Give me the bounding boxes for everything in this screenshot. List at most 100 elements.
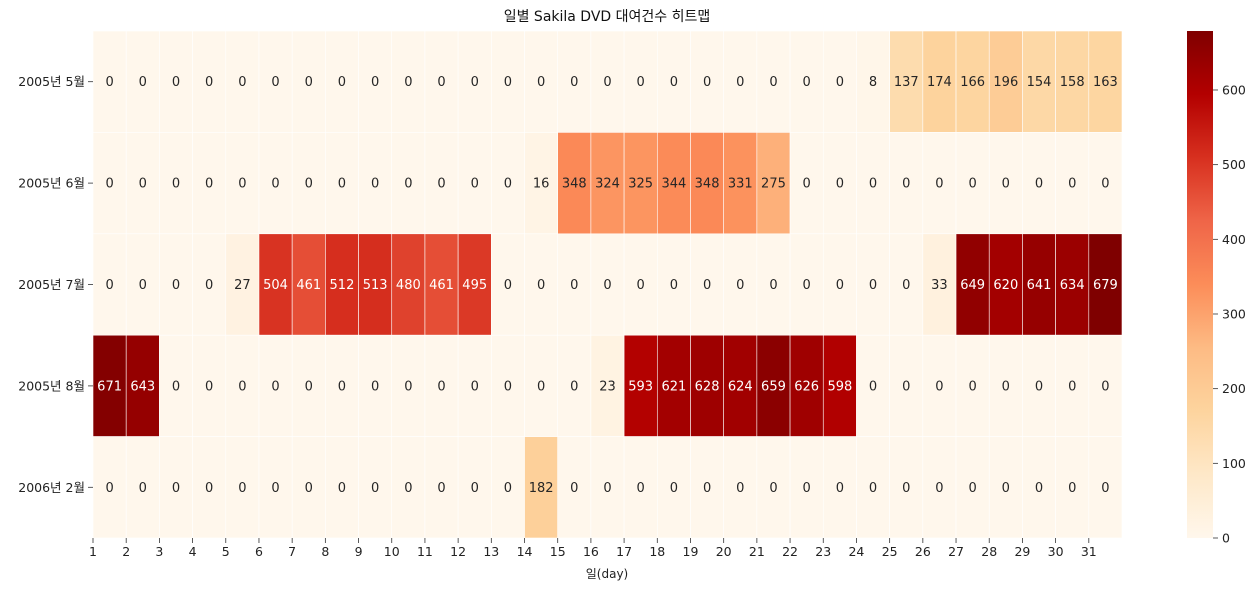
- heatmap-cell-label: 154: [1027, 75, 1052, 90]
- heatmap-cell: [889, 132, 924, 235]
- heatmap-cell: [822, 30, 857, 133]
- heatmap-cell: [1055, 436, 1090, 539]
- heatmap-cell: [125, 30, 160, 133]
- heatmap-cell: [325, 436, 359, 539]
- heatmap-cell-label: 0: [769, 75, 777, 90]
- heatmap-cell: [690, 30, 724, 133]
- heatmap-cell: [822, 436, 857, 539]
- x-tick-label: 23: [815, 544, 831, 559]
- heatmap-cell-label: 0: [504, 379, 512, 394]
- heatmap-cell-label: 0: [437, 379, 445, 394]
- heatmap-cell: [125, 233, 160, 336]
- heatmap-cell: [524, 132, 559, 235]
- heatmap-cell-label: 0: [271, 177, 279, 192]
- heatmap-cell-label: 0: [1035, 177, 1043, 192]
- heatmap-cell-label: 649: [960, 278, 985, 293]
- heatmap-cell: [557, 132, 592, 235]
- heatmap-cell-label: 0: [1101, 481, 1109, 496]
- heatmap-cell-label: 0: [869, 177, 877, 192]
- heatmap-cell-label: 598: [827, 379, 852, 394]
- heatmap-cell: [590, 132, 625, 235]
- heatmap-cell-label: 0: [139, 177, 147, 192]
- heatmap-cell: [524, 436, 559, 539]
- heatmap-cell-label: 0: [670, 278, 678, 293]
- heatmap-cell: [524, 30, 559, 133]
- heatmap-cell-label: 0: [404, 481, 412, 496]
- heatmap-cell-label: 0: [105, 177, 113, 192]
- x-tick-label: 10: [384, 544, 400, 559]
- heatmap-cell-label: 23: [599, 379, 616, 394]
- heatmap-cell-label: 0: [471, 75, 479, 90]
- x-tick-label: 9: [355, 544, 363, 559]
- heatmap-cell-label: 0: [338, 481, 346, 496]
- heatmap-cell-label: 0: [1002, 481, 1010, 496]
- heatmap-cell-label: 0: [1035, 481, 1043, 496]
- heatmap-cell: [491, 233, 525, 336]
- x-tick-label: 17: [616, 544, 632, 559]
- colorbar-tick-label: 0: [1222, 531, 1230, 546]
- y-tick-label: 2006년 2월: [18, 480, 85, 495]
- heatmap-cell: [391, 436, 426, 539]
- heatmap-cell: [955, 30, 990, 133]
- heatmap-cell-label: 0: [869, 278, 877, 293]
- heatmap-cell: [822, 334, 857, 437]
- heatmap-cell-label: 0: [836, 75, 844, 90]
- heatmap-cell: [723, 30, 758, 133]
- heatmap-cell: [988, 132, 1023, 235]
- heatmap-cell: [192, 233, 227, 336]
- heatmap-cell-label: 0: [205, 177, 213, 192]
- x-tick-label: 14: [517, 544, 533, 559]
- heatmap-cell-label: 275: [761, 177, 786, 192]
- heatmap-cell-label: 0: [404, 379, 412, 394]
- heatmap-cell: [623, 233, 658, 336]
- heatmap-cell: [291, 132, 326, 235]
- heatmap-cell-label: 0: [570, 278, 578, 293]
- y-tick-label: 2005년 6월: [18, 176, 85, 191]
- heatmap-cell-label: 0: [238, 481, 246, 496]
- colorbar-tick-label: 500: [1222, 157, 1246, 172]
- heatmap-cell-label: 0: [238, 177, 246, 192]
- heatmap-cell: [723, 132, 758, 235]
- heatmap-cell: [988, 30, 1023, 133]
- heatmap-cell-label: 0: [172, 481, 180, 496]
- heatmap-cell: [557, 436, 592, 539]
- colorbar-tick-label: 600: [1222, 82, 1246, 97]
- heatmap-cell: [225, 334, 260, 437]
- heatmap-cell-label: 0: [570, 75, 578, 90]
- heatmap-cell: [789, 30, 824, 133]
- heatmap-cell: [789, 334, 824, 437]
- heatmap-cell-label: 641: [1027, 278, 1052, 293]
- heatmap-cell: [491, 30, 525, 133]
- heatmap-cell-label: 0: [1068, 379, 1076, 394]
- heatmap-cell: [1088, 334, 1123, 437]
- heatmap-cell-label: 166: [960, 75, 985, 90]
- heatmap-cell: [922, 334, 957, 437]
- heatmap-cell: [125, 334, 160, 437]
- heatmap-cell-labels: 0 0 0 0 0 0 0 0 0 0 0 0 0 0 0 0 0 0 0 0 0 0 0 8 137 174 166 196 154 1…: [97, 75, 1118, 496]
- heatmap-cell: [889, 334, 924, 437]
- colorbar-tick-label: 200: [1222, 381, 1246, 396]
- heatmap-cell-label: 0: [935, 379, 943, 394]
- heatmap-cell: [690, 233, 724, 336]
- heatmap-cell: [856, 132, 890, 235]
- heatmap-cell: [258, 233, 293, 336]
- heatmap-cell-label: 0: [869, 379, 877, 394]
- heatmap-cell: [159, 30, 193, 133]
- heatmap-cell-label: 0: [736, 75, 744, 90]
- heatmap-cell: [623, 334, 658, 437]
- heatmap-cell: [391, 30, 426, 133]
- heatmap-cell-label: 0: [437, 75, 445, 90]
- chart-title: 일별 Sakila DVD 대여건수 히트맵: [504, 9, 711, 25]
- heatmap-cell-label: 0: [968, 177, 976, 192]
- heatmap-cell-label: 512: [330, 278, 355, 293]
- x-tick-label: 12: [450, 544, 466, 559]
- heatmap-cell: [457, 132, 492, 235]
- heatmap-cell-label: 0: [172, 278, 180, 293]
- heatmap-cell-label: 33: [931, 278, 948, 293]
- heatmap-cell: [192, 436, 227, 539]
- heatmap-cell-label: 0: [1101, 177, 1109, 192]
- x-tick-label: 13: [483, 544, 499, 559]
- heatmap-cell-label: 0: [935, 481, 943, 496]
- heatmap-cell: [225, 233, 260, 336]
- heatmap-cell-label: 643: [130, 379, 155, 394]
